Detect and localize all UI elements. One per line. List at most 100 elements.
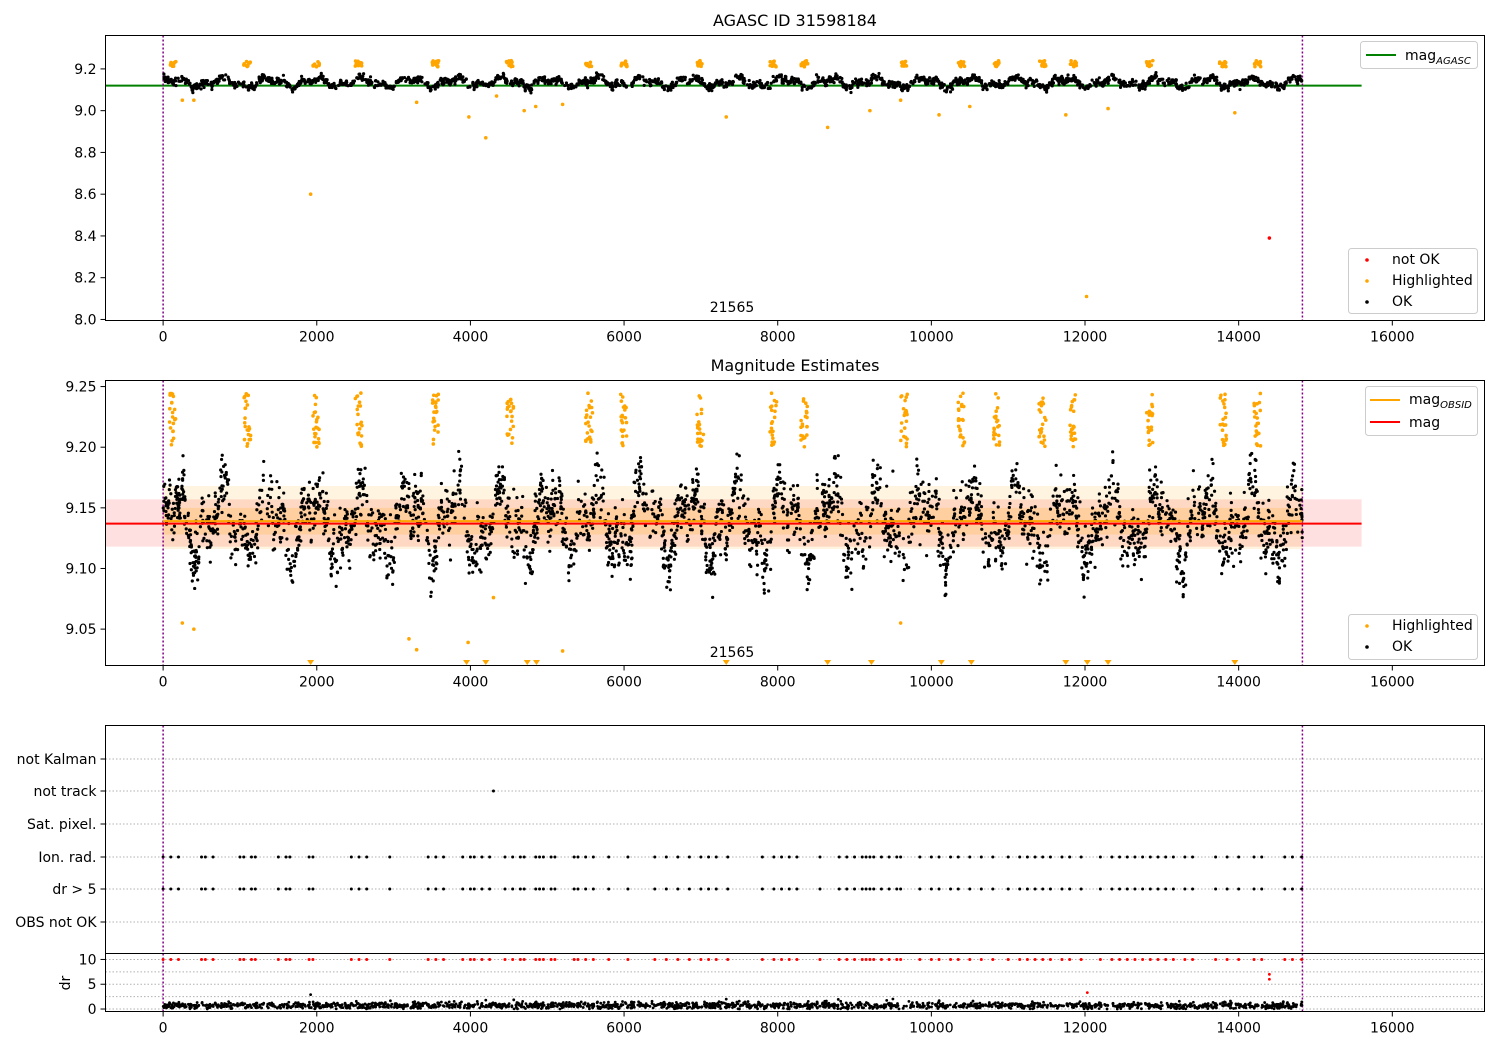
ok-point	[827, 515, 831, 519]
ok-point	[214, 502, 218, 507]
ok-point	[688, 78, 692, 82]
ok-point	[1047, 83, 1051, 87]
ok-point	[868, 536, 872, 540]
panel1-legend-bottom[interactable]: not OK Highlighted OK	[1348, 248, 1478, 314]
ok-point	[500, 465, 505, 469]
ok-point	[1035, 79, 1039, 83]
ok-point	[903, 84, 907, 88]
ok-point	[228, 540, 232, 544]
ok-point	[453, 504, 457, 508]
ok-point	[512, 555, 516, 559]
highlighted-point	[994, 64, 999, 69]
ok-point	[533, 492, 537, 496]
ok-point	[227, 77, 231, 81]
ok-point	[524, 545, 528, 549]
ok-point	[1200, 535, 1204, 539]
ok-point	[850, 587, 854, 591]
ok-point	[748, 548, 752, 552]
ok-point	[980, 79, 984, 83]
ok-point	[246, 564, 250, 568]
ok-point	[283, 517, 287, 521]
ok-point	[1076, 527, 1081, 531]
ok-point	[1229, 508, 1233, 512]
ok-point	[1161, 81, 1165, 85]
ok-point	[1300, 530, 1304, 534]
ok-point	[219, 468, 223, 472]
ok-point	[531, 547, 535, 552]
ok-point	[832, 490, 836, 495]
ok-point	[413, 472, 417, 477]
ok-point	[638, 456, 643, 460]
ok-point	[1203, 78, 1207, 82]
ok-point	[169, 77, 173, 81]
ok-point	[497, 496, 501, 500]
ok-point	[773, 501, 778, 505]
ok-point	[685, 494, 689, 498]
ok-point	[660, 534, 664, 538]
ok-point	[1153, 465, 1158, 469]
ok-point	[443, 515, 447, 519]
ok-point	[1117, 78, 1121, 83]
ok-point	[576, 498, 581, 502]
ok-point	[181, 478, 185, 482]
ok-point	[943, 580, 948, 585]
ok-point	[822, 495, 827, 499]
ok-point	[708, 545, 712, 550]
ok-point	[1299, 507, 1303, 511]
ok-point	[735, 466, 739, 470]
ok-point	[1010, 469, 1014, 473]
ok-point	[221, 499, 225, 503]
ok-point	[946, 533, 950, 537]
ok-point	[959, 80, 963, 84]
legend-not-ok-label: not OK	[1392, 252, 1440, 268]
ok-point	[254, 561, 258, 565]
panel1-legend-top[interactable]: magAGASC	[1360, 41, 1478, 69]
ok-point	[483, 536, 487, 540]
ok-point	[162, 484, 166, 488]
ok-point	[458, 497, 463, 501]
ok-point	[223, 78, 227, 82]
ok-point	[686, 503, 691, 507]
ok-point	[546, 529, 551, 534]
ok-point	[1028, 541, 1032, 546]
ok-point	[584, 81, 589, 85]
ok-point	[570, 82, 574, 86]
ok-point	[792, 493, 796, 498]
ok-point	[1151, 487, 1155, 491]
ok-point	[541, 77, 545, 81]
ok-point	[468, 544, 472, 549]
ok-point	[336, 83, 341, 88]
ok-point	[187, 82, 191, 86]
ok-point	[520, 514, 524, 518]
ok-point	[1137, 550, 1141, 554]
ok-point	[785, 513, 789, 517]
ok-point	[669, 549, 674, 553]
ok-point	[1221, 87, 1225, 91]
ok-point	[509, 79, 514, 83]
ok-point	[1173, 517, 1177, 521]
ok-point	[902, 556, 906, 560]
ok-point	[858, 511, 863, 515]
ok-point	[1057, 80, 1061, 84]
ok-point	[896, 80, 900, 84]
ok-point	[447, 528, 451, 533]
ok-point	[1153, 473, 1158, 477]
ok-point	[200, 79, 204, 83]
ok-point	[779, 492, 784, 496]
ok-point	[1201, 82, 1205, 86]
ok-point	[845, 85, 849, 89]
ok-point	[767, 589, 771, 593]
highlighted-point	[317, 62, 321, 67]
ok-point	[391, 87, 395, 91]
ok-point	[345, 516, 349, 520]
ok-point	[1154, 70, 1158, 75]
ok-point	[503, 79, 508, 83]
ok-point	[715, 515, 719, 519]
ok-point	[473, 551, 477, 555]
ok-point	[713, 81, 718, 85]
ok-point	[1081, 573, 1085, 577]
ok-point	[572, 562, 576, 566]
ok-point	[283, 79, 287, 84]
ok-point	[775, 477, 779, 481]
ok-point	[1132, 563, 1136, 567]
